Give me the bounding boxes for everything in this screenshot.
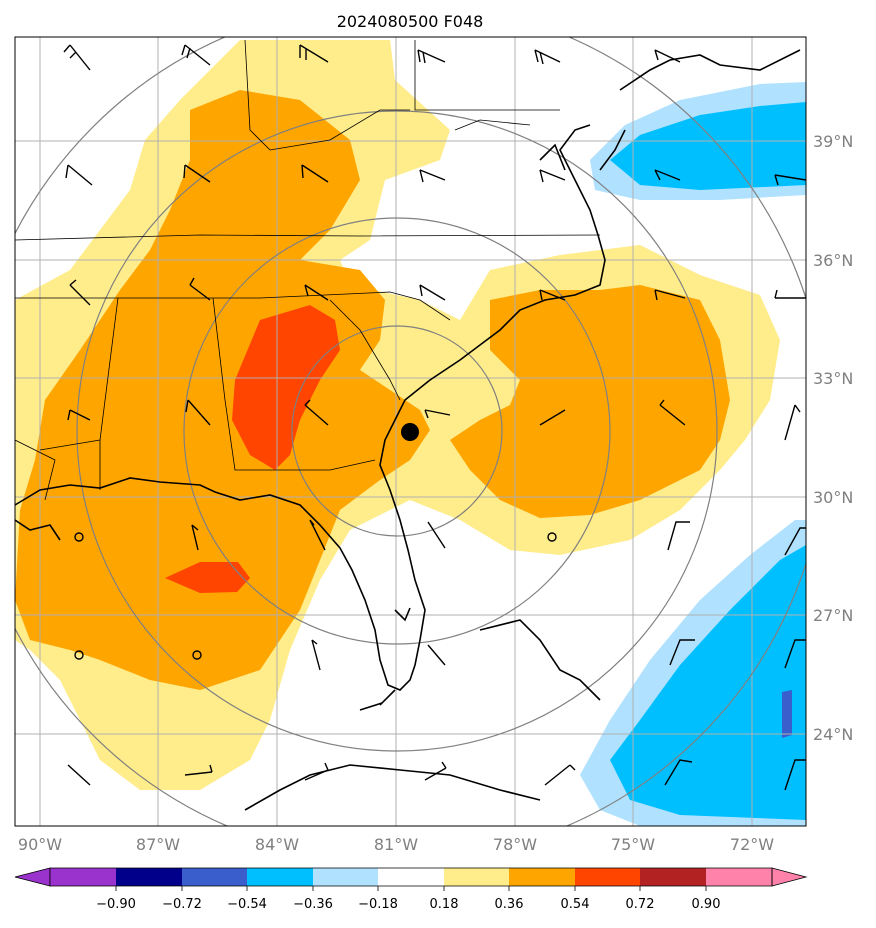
figure-title: 2024080500 F048 [337,12,484,31]
lon-label-75w: 75°W [611,835,655,854]
lat-label-36n: 36°N [813,251,853,270]
lon-label-90w: 90°W [18,835,62,854]
calm-wind-markers [74,532,557,660]
colorbar-segment [706,868,772,886]
colorbar-segment [575,868,640,886]
colorbar-segment [509,868,575,886]
lon-label-81w: 81°W [374,835,418,854]
colorbar-extend-high [771,867,808,887]
lat-label-24n: 24°N [813,725,853,744]
contour-0.54-gulf [165,562,250,593]
colorbar-label: −0.36 [293,897,333,912]
lat-label-39n: 39°N [813,132,853,151]
lat-label-27n: 27°N [813,606,853,625]
colorbar-segment [640,868,706,886]
colorbar-segment [378,868,444,886]
colorbar-label: 0.54 [561,897,590,912]
lon-label-78w: 78°W [493,835,537,854]
longitude-labels: 90°W 87°W 84°W 81°W 78°W 75°W 72°W [18,835,774,854]
contour-0.54-georgia [232,305,340,470]
contour-0.36-east [450,285,730,518]
colorbar-segment [182,868,247,886]
range-rings [15,37,806,826]
colorbar-label: −0.54 [227,897,267,912]
state-boundaries [15,39,601,501]
latitude-labels: 39°N 36°N 33°N 30°N 27°N 24°N [813,132,853,744]
colorbar-label: −0.18 [358,897,398,912]
colorbar-extend-low [14,867,51,887]
lon-label-84w: 84°W [255,835,299,854]
colorbar-label: −0.72 [162,897,202,912]
contour-neg0.54-southeast [782,690,792,738]
contour-neg0.36-northeast [610,102,806,190]
colorbar: −0.90 −0.72 −0.54 −0.36 −0.18 0.18 0.36 … [14,867,808,912]
colorbar-label: −0.90 [96,897,136,912]
contour-neg0.36-southeast [610,545,806,820]
colorbar-segment [313,868,378,886]
wind-barbs [63,44,806,791]
colorbar-segment [247,868,313,886]
lat-label-33n: 33°N [813,369,853,388]
colorbar-segment [444,868,509,886]
map-frame [14,36,807,827]
colorbar-label: 0.90 [692,897,721,912]
colorbar-label: 0.18 [430,897,459,912]
lon-label-72w: 72°W [730,835,774,854]
map-area [15,37,806,826]
lat-label-30n: 30°N [813,488,853,507]
colorbar-label: 0.72 [626,897,655,912]
colorbar-label: 0.36 [495,897,524,912]
center-marker [401,423,419,441]
coastline [15,49,801,811]
graticule [15,37,806,826]
lon-label-87w: 87°W [136,835,180,854]
contour-0.36-west [15,90,430,690]
colorbar-segment [50,868,116,886]
colorbar-segment [116,868,182,886]
